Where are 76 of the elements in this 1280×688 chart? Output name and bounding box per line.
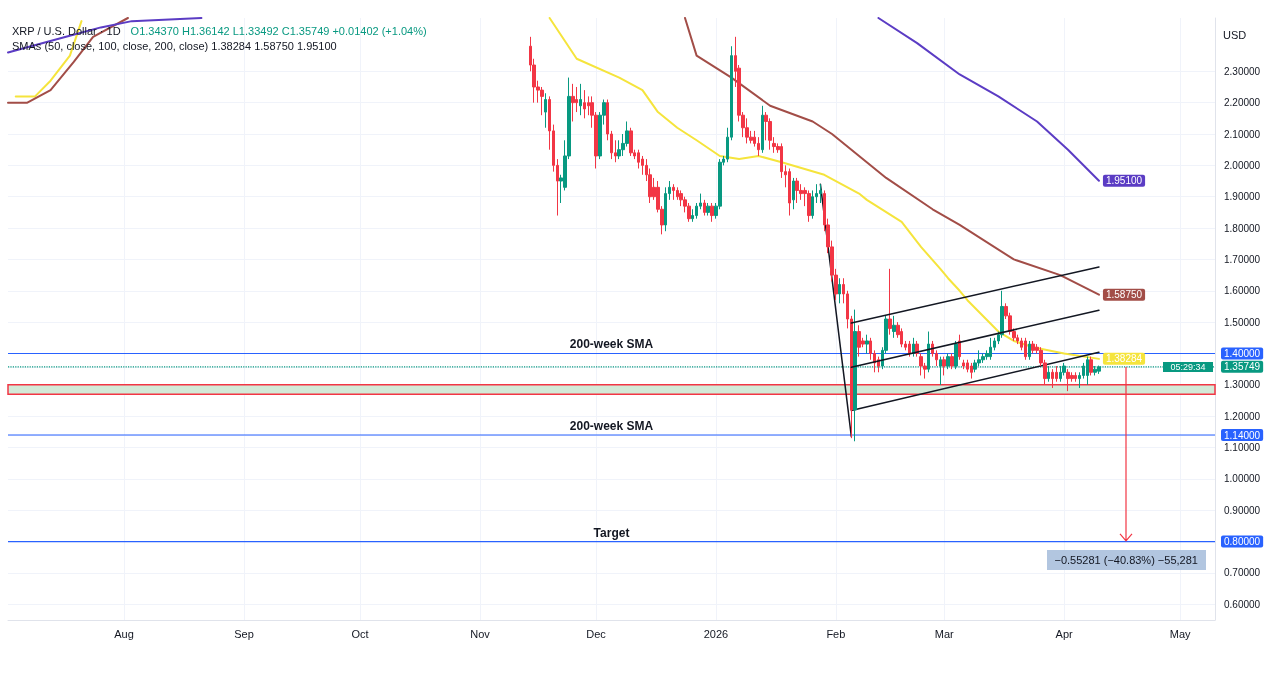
candlestick [981,352,985,364]
candlestick [853,309,857,442]
candlestick [958,334,961,361]
candlestick [579,83,582,116]
ref-line-label: 200-week SMA [569,337,654,352]
y-tick-label: 2.00000 [1224,159,1261,171]
candlestick [544,92,547,129]
y-tick-label: 2.20000 [1224,97,1261,109]
candlestick [710,202,714,223]
y-tick-label: 1.50000 [1224,316,1261,328]
y-tick-label: 0.60000 [1224,598,1261,610]
y-tick-label: 1.90000 [1224,191,1261,203]
candlestick [970,362,973,380]
annotation: O1.34370 H1.36142 L1.33492 C1.35749 +0.01402 (+1.04%) [130,25,427,37]
x-tick-label: Aug [114,627,134,640]
candlestick [942,356,946,376]
y-tick-label: 1.70000 [1224,253,1261,265]
ref-line-label: Target [593,525,630,540]
candlestick [629,127,633,157]
candlestick [819,183,822,204]
data-label: 1.58750 [1105,289,1143,301]
y-tick-label: 1.35749 [1224,361,1261,373]
x-tick-label: Nov [470,627,491,640]
y-tick-label: 2.10000 [1224,128,1261,140]
candlestick [1074,371,1077,383]
annotation: −0.55281 (−40.83%) −55,281 [1046,549,1206,570]
candlestick [571,83,575,122]
candlestick [1028,340,1031,361]
candlestick [892,315,896,339]
y-tick-label: 2.30000 [1224,65,1261,77]
x-tick-label: Apr [1055,627,1074,640]
candlestick [838,277,841,304]
x-tick-label: Sep [234,627,254,640]
y-tick-label: 0.70000 [1224,567,1261,579]
x-tick-label: Oct [351,627,369,640]
y-tick-label: 1.10000 [1224,442,1261,454]
candlestick [865,334,869,354]
annotation: 05:29:34 [1163,361,1213,372]
candlestick [807,189,811,223]
candlestick [795,177,799,204]
y-tick-label: 0.90000 [1224,504,1261,516]
candlestick [989,337,992,361]
candlestick [1031,340,1035,354]
data-label: 1.38284 [1105,353,1143,365]
x-tick-label: May [1169,627,1192,640]
candlestick [672,183,675,201]
y-tick-label: 0.80000 [1224,536,1261,548]
y-tick-label: 1.00000 [1224,473,1261,485]
candlestick [706,202,710,217]
candlestick [703,199,706,217]
x-tick-label: 2026 [703,627,729,640]
x-tick-label: Mar [934,627,954,640]
data-label: 1.95100 [1105,175,1143,187]
ref-line-label: 200-week SMA [569,419,654,434]
y-tick-label: 1.40000 [1224,347,1261,359]
candlestick [1089,356,1093,376]
candlestick [908,340,911,358]
candlestick [792,177,795,210]
candlestick [1086,356,1089,386]
y-tick-label: 1.60000 [1224,285,1261,297]
candlestick [962,359,965,370]
candlestick [950,352,954,370]
candlestick [1024,337,1027,361]
candlestick [583,89,586,119]
candlestick [857,324,861,358]
candlestick [888,268,892,336]
candlestick [788,168,791,217]
y-tick-label: 1.20000 [1224,410,1261,422]
candlestick [761,105,764,154]
x-tick-label: Dec [586,627,607,640]
y-tick-label: 1.30000 [1224,379,1261,391]
y-tick-label: 1.14000 [1224,429,1261,441]
y-axis-title: USD [1223,28,1247,41]
candlestick [946,352,950,370]
x-tick-label: Feb [826,627,846,640]
y-tick-label: 1.80000 [1224,222,1261,234]
